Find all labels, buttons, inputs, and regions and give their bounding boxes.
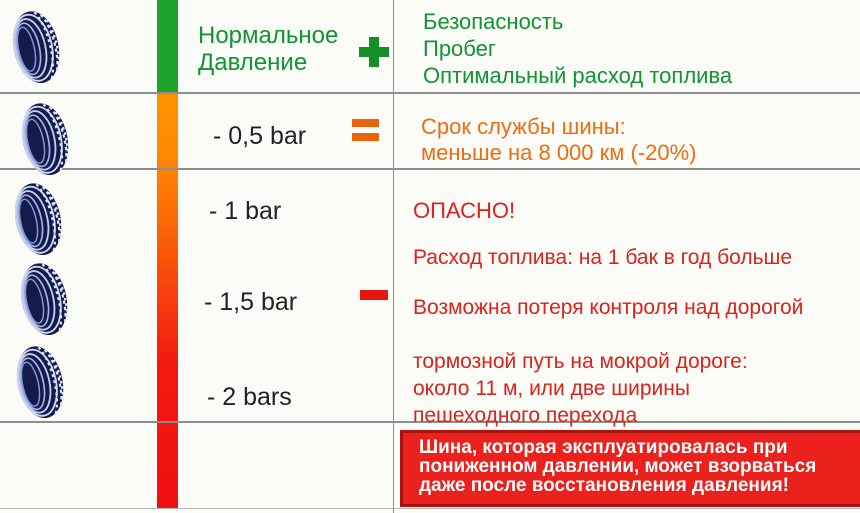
pressure-label-05bar: - 0,5 bar bbox=[213, 122, 307, 150]
danger-brake-line2: около 11 м, или две ширины bbox=[413, 377, 690, 400]
benefit-mileage: Пробег bbox=[423, 36, 496, 61]
normal-pressure-label: Нормальное Давление bbox=[198, 22, 338, 76]
tire-icon bbox=[9, 6, 65, 88]
plus-icon-bar bbox=[369, 37, 379, 67]
tire-icon bbox=[13, 341, 69, 423]
benefits-text: Безопасность Пробег Оптимальный расход т… bbox=[423, 8, 732, 89]
benefit-safety: Безопасность bbox=[423, 9, 564, 34]
pressure-label-2bars: - 2 bars bbox=[207, 383, 292, 411]
critical-line2: пониженном давлении, может взорваться bbox=[419, 456, 817, 477]
tire-icon bbox=[18, 98, 74, 180]
critical-line1: Шина, которая эксплуатировалась при bbox=[419, 437, 788, 458]
column-divider bbox=[393, 0, 394, 513]
pressure-label-15bar: - 1,5 bar bbox=[204, 288, 298, 316]
warning-line1: Срок службы шины: bbox=[421, 114, 626, 139]
critical-warning-box: Шина, которая эксплуатировалась при пони… bbox=[400, 430, 860, 507]
danger-title: ОПАСНО! bbox=[413, 198, 516, 223]
equals-icon-bar bbox=[352, 133, 379, 141]
danger-brake-line3: пешеходного перехода bbox=[413, 404, 638, 427]
warning-text: Срок службы шины: меньше на 8 000 км (-2… bbox=[421, 114, 697, 166]
tire-icon bbox=[17, 258, 73, 340]
bottom-divider bbox=[0, 508, 860, 509]
row-divider bbox=[0, 92, 860, 94]
pressure-gradient-bar bbox=[157, 0, 178, 508]
row-divider bbox=[0, 421, 860, 423]
critical-line3: даже после восстановления давления! bbox=[419, 475, 789, 496]
danger-fuel-text: Расход топлива: на 1 бак в год больше bbox=[413, 246, 793, 269]
equals-icon bbox=[352, 119, 379, 141]
plus-icon bbox=[359, 37, 389, 67]
minus-icon bbox=[360, 290, 388, 300]
equals-icon-bar bbox=[352, 119, 379, 127]
tire-icon bbox=[11, 178, 67, 260]
danger-control-text: Возможна потеря контроля над дорогой bbox=[413, 296, 804, 319]
danger-brake-text: тормозной путь на мокрой дороге: около 1… bbox=[413, 348, 748, 429]
pressure-label-1bar: - 1 bar bbox=[209, 197, 282, 225]
normal-pressure-line2: Давление bbox=[198, 49, 308, 76]
warning-line2: меньше на 8 000 км (-20%) bbox=[421, 140, 697, 165]
danger-brake-line1: тормозной путь на мокрой дороге: bbox=[413, 350, 748, 373]
benefit-fuel: Оптимальный расход топлива bbox=[423, 63, 733, 88]
normal-pressure-line1: Нормальное bbox=[198, 22, 339, 49]
row-divider bbox=[0, 168, 860, 170]
